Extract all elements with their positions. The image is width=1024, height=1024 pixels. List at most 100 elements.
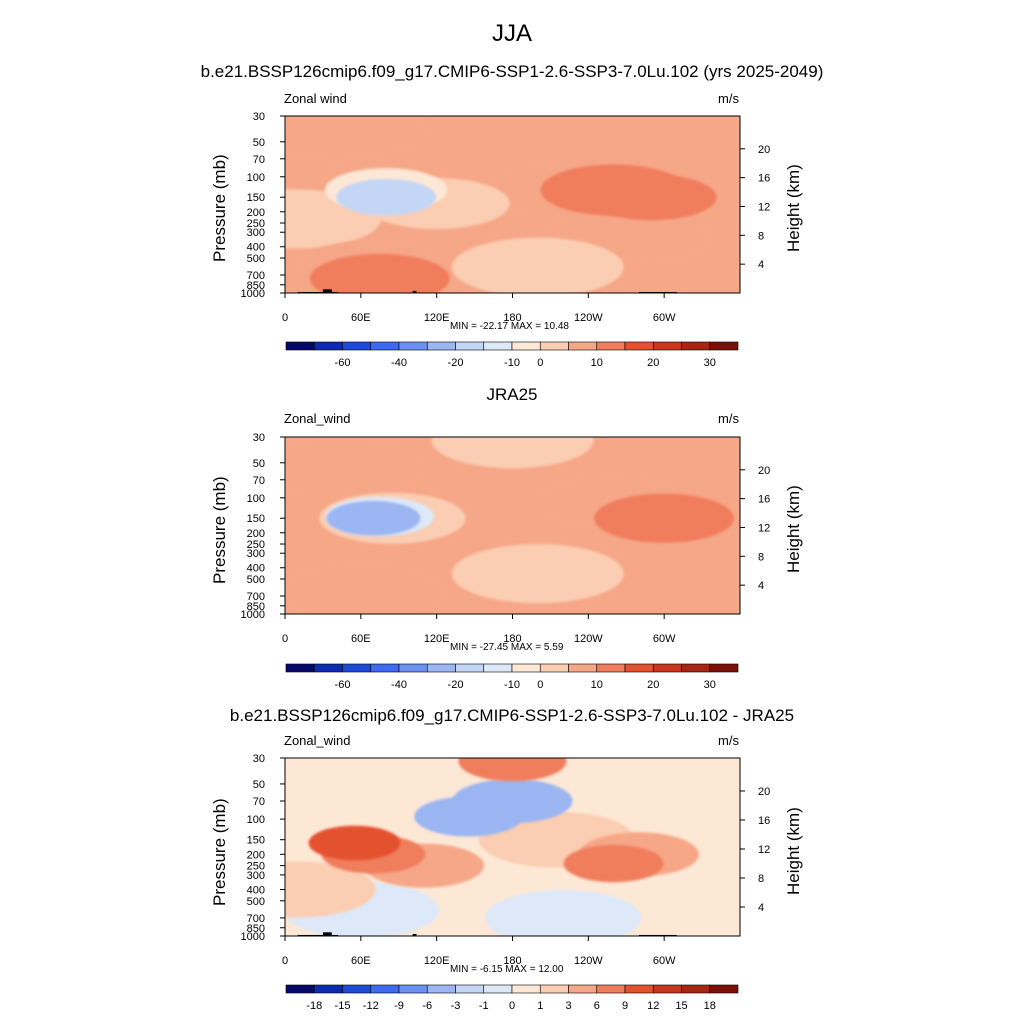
contour-region: [336, 178, 437, 216]
pressure-tick-label: 70: [253, 796, 265, 808]
colorbar-swatch: [313, 663, 343, 673]
panel-2-variable-label: Zonal_wind: [284, 411, 351, 426]
colorbar-label: -60: [335, 357, 351, 369]
topography-mask: [331, 934, 339, 936]
colorbar-swatch: [568, 984, 598, 994]
colorbar-swatch: [342, 341, 372, 351]
height-tick-label: 16: [758, 494, 770, 506]
colorbar-label: -18: [306, 1000, 322, 1012]
contour-region: [326, 500, 421, 536]
panel-3-stats: MIN = -6.15 MAX = 12.00: [450, 964, 564, 975]
pressure-tick-label: 850: [247, 280, 265, 292]
colorbar-swatch: [370, 663, 400, 673]
contour-region: [285, 116, 428, 163]
contour-region: [594, 493, 735, 543]
colorbar-label: -3: [451, 1000, 461, 1012]
topography-mask: [297, 291, 323, 293]
colorbar-label: 0: [509, 1000, 515, 1012]
colorbar-2: -60 -40 -20 -10 0 10 20 30: [285, 663, 739, 691]
pressure-tick-label: 150: [247, 513, 265, 525]
colorbar-label: 10: [591, 357, 603, 369]
colorbar-label: -40: [391, 679, 407, 691]
lon-tick-label: 60E: [351, 312, 371, 324]
colorbar-label: 3: [565, 1000, 571, 1012]
pressure-tick-label: 700: [247, 591, 265, 603]
pressure-tick-label: 250: [247, 539, 265, 551]
pressure-tick-label: 50: [253, 137, 265, 149]
colorbar-swatch: [426, 663, 456, 673]
height-tick-label: 16: [758, 173, 770, 185]
panel-1-field: [285, 116, 740, 293]
colorbar-label: 20: [647, 679, 659, 691]
pressure-tick-label: 500: [247, 574, 265, 586]
lon-tick-label: 120W: [574, 633, 603, 645]
colorbar-swatch: [539, 341, 569, 351]
colorbar-label: -20: [448, 679, 464, 691]
pressure-tick-label: 400: [247, 242, 265, 254]
pressure-tick-label: 500: [247, 896, 265, 908]
pressure-tick-label: 150: [247, 835, 265, 847]
panel-2-stats: MIN = -27.45 MAX = 5.59: [450, 642, 564, 653]
height-tick-label: 8: [758, 230, 764, 242]
colorbar-label: -60: [335, 679, 351, 691]
contour-region: [485, 889, 642, 936]
lon-tick-label: 60W: [653, 955, 676, 967]
panel-3-field: [285, 758, 740, 936]
pressure-tick-label: 850: [247, 601, 265, 613]
height-tick-label: 20: [758, 465, 770, 477]
colorbar-swatch: [596, 341, 626, 351]
colorbar-swatch: [398, 663, 428, 673]
lon-tick-label: 120E: [424, 955, 450, 967]
pressure-tick-label: 300: [247, 227, 265, 239]
colorbar-label: 30: [704, 357, 716, 369]
pressure-tick-label: 250: [247, 218, 265, 230]
contour-region: [563, 844, 664, 883]
colorbar-swatch: [568, 341, 598, 351]
colorbar-swatch: [483, 663, 513, 673]
panel-2-title: JRA25: [486, 385, 538, 404]
colorbar-swatch: [568, 663, 598, 673]
colorbar-swatch: [709, 663, 739, 673]
pressure-tick-label: 300: [247, 548, 265, 560]
colorbar-label: 0: [537, 357, 543, 369]
colorbar-swatch: [511, 984, 541, 994]
height-tick-label: 8: [758, 551, 764, 563]
contour-region: [309, 253, 450, 293]
lon-tick-label: 60E: [351, 955, 371, 967]
colorbar-swatch: [455, 341, 485, 351]
colorbar-label: 15: [675, 1000, 687, 1012]
colorbar-label: -6: [422, 1000, 432, 1012]
pressure-tick-label: 200: [247, 528, 265, 540]
contour-region: [414, 796, 523, 837]
colorbar-swatch: [681, 984, 711, 994]
lon-tick-label: 120W: [574, 312, 603, 324]
colorbar-label: -9: [394, 1000, 404, 1012]
lon-tick-label: 180: [503, 633, 521, 645]
figure-title: JJA: [491, 20, 532, 47]
colorbar-label: 9: [622, 1000, 628, 1012]
pressure-tick-label: 200: [247, 207, 265, 219]
colorbar-label: 6: [594, 1000, 600, 1012]
pressure-tick-label: 850: [247, 923, 265, 935]
colorbar-label: 18: [704, 1000, 716, 1012]
height-tick-label: 12: [758, 201, 770, 213]
pressure-tick-label: 100: [247, 493, 265, 505]
panel-1-variable-label: Zonal wind: [284, 91, 347, 106]
height-tick-label: 16: [758, 815, 770, 827]
colorbar-swatch: [455, 984, 485, 994]
colorbar-label: 0: [537, 679, 543, 691]
panel-3-title: b.e21.BSSP126cmip6.f09_g17.CMIP6-SSP1-2.…: [229, 706, 795, 725]
pressure-tick-label: 50: [253, 458, 265, 470]
lon-tick-label: 120E: [424, 312, 450, 324]
pressure-tick-label: 70: [253, 475, 265, 487]
colorbar-swatch: [652, 984, 682, 994]
pressure-tick-label: 500: [247, 253, 265, 265]
lon-tick-label: 0: [282, 312, 288, 324]
colorbar-label: -15: [335, 1000, 351, 1012]
colorbar-swatch: [370, 341, 400, 351]
height-tick-label: 4: [758, 580, 764, 592]
colorbar-3: -18 -15 -12 -9 -6 -3 -1 0 1 3 6 9 12 15 18: [285, 984, 739, 1012]
colorbar-swatch: [709, 341, 739, 351]
